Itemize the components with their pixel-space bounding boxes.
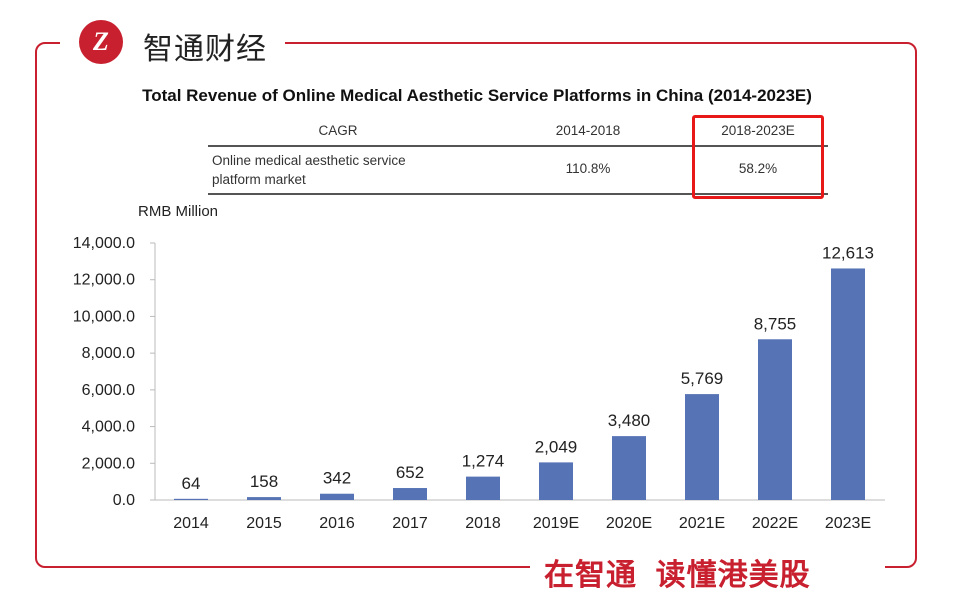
bar-2023E (831, 268, 865, 500)
y-axis-label: RMB Million (138, 203, 219, 220)
data-label: 652 (396, 463, 424, 482)
y-tick-label: 2,000.0 (82, 455, 135, 472)
y-tick-label: 6,000.0 (82, 382, 135, 399)
bar-2018 (466, 476, 500, 500)
x-tick-label: 2015 (246, 515, 282, 532)
bar-2020E (612, 436, 646, 500)
x-tick-label: 2020E (606, 515, 652, 532)
x-tick-label: 2018 (465, 515, 501, 532)
bar-2022E (758, 339, 792, 500)
data-label: 64 (182, 474, 201, 493)
highlight-box (692, 115, 824, 199)
cagr-value-2: 58.2% (738, 161, 778, 176)
table-header: CAGR 2014-2018 2018-2023E (208, 123, 828, 147)
data-label: 342 (323, 469, 351, 488)
y-tick-label: 8,000.0 (82, 345, 135, 362)
x-tick-label: 2022E (752, 515, 798, 532)
cagr-value-1: 110.8% (565, 161, 611, 176)
y-tick-label: 12,000.0 (73, 272, 135, 289)
data-label: 158 (250, 472, 278, 491)
bar-2021E (685, 394, 719, 500)
chart-title: Total Revenue of Online Medical Aestheti… (142, 86, 812, 105)
frame-border (35, 42, 917, 568)
x-tick-label: 2016 (319, 515, 355, 532)
x-tick-label: 2014 (173, 515, 209, 532)
header-period-1: 2014-2018 (555, 123, 621, 138)
data-label: 8,755 (754, 314, 797, 333)
x-tick-label: 2021E (679, 515, 725, 532)
bar-2015 (247, 497, 281, 500)
y-tick-label: 4,000.0 (82, 419, 135, 436)
data-label: 3,480 (608, 411, 651, 430)
brand-logo: Z (79, 20, 123, 64)
bar-2014 (174, 498, 208, 500)
data-label: 5,769 (681, 369, 724, 388)
header-period-2: 2018-2023E (721, 123, 795, 138)
table-row: Online medical aesthetic service platfor… (208, 147, 828, 195)
data-label: 1,274 (462, 452, 505, 471)
row-label: Online medical aesthetic service platfor… (212, 153, 406, 187)
y-tick-label: 14,000.0 (73, 235, 135, 252)
bar-2016 (320, 493, 354, 500)
x-tick-label: 2023E (825, 515, 871, 532)
header-cagr: CAGR (318, 123, 358, 138)
data-label: 12,613 (822, 243, 874, 262)
bar-2019E (539, 462, 573, 500)
slogan: 在智通 读懂港美股 (544, 559, 811, 592)
y-tick-label: 10,000.0 (73, 308, 135, 325)
data-label: 2,049 (535, 437, 578, 456)
x-tick-label: 2017 (392, 515, 428, 532)
x-tick-label: 2019E (533, 515, 579, 532)
bar-2017 (393, 488, 427, 500)
y-tick-label: 0.0 (113, 492, 135, 509)
brand-name: 智通财经 (143, 33, 267, 66)
frame-gap (530, 555, 885, 575)
